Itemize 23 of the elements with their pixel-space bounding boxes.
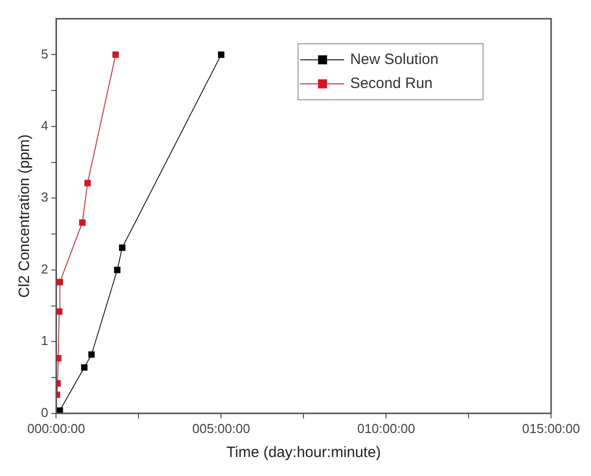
point [88,351,95,358]
legend-label: Second Run [350,74,433,92]
x-tick-label: 015:00:00 [522,420,580,436]
point [112,51,119,58]
x-tick-label: 010:00:00 [357,420,416,436]
point [114,266,120,274]
point [218,51,224,58]
y-tick-label: 1 [40,333,48,348]
x-tick-label: 005:00:00 [192,420,250,436]
y-axis-title: Cl2 Concentration (ppm) [16,134,34,298]
point [79,219,86,226]
point [81,364,88,371]
y-tick-label: 3 [40,190,48,205]
y-tick-label: 4 [40,118,48,133]
point [56,278,64,286]
legend-label: New Solution [350,50,438,68]
y-tick-label: 5 [40,46,48,62]
x-tick-label: 000:00:00 [27,420,86,436]
y-tick-label: 0 [40,404,48,420]
y-tick-label: 2 [40,261,48,276]
point [84,180,91,186]
x-axis-title: Time (day:hour:minute) [226,444,381,462]
point [119,244,126,251]
